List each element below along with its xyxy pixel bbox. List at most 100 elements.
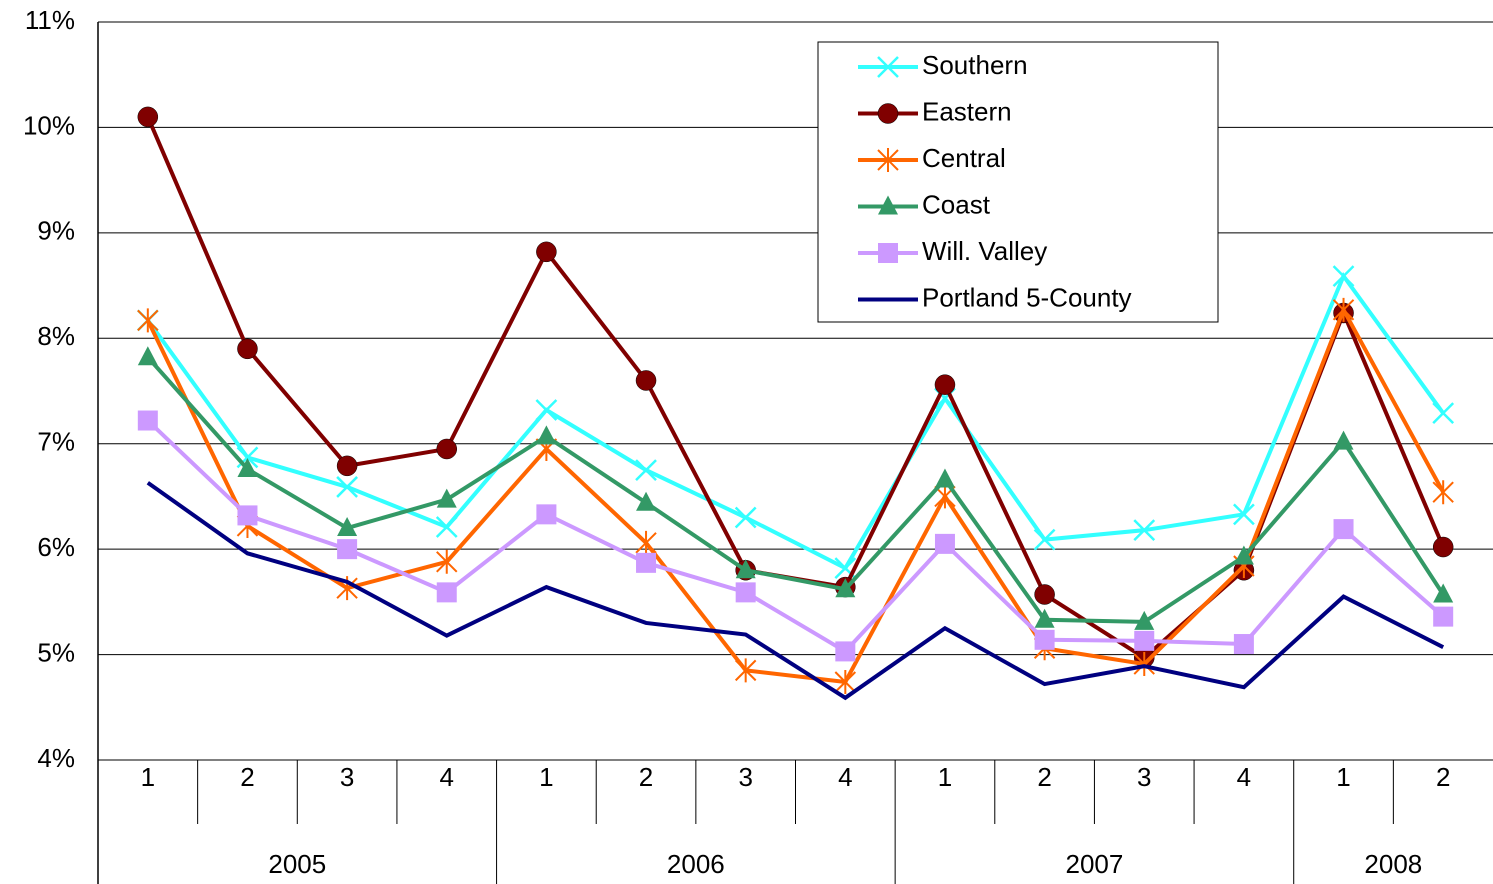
marker-square bbox=[1233, 634, 1254, 655]
marker bbox=[436, 488, 457, 508]
marker-triangle bbox=[436, 488, 457, 508]
marker-square bbox=[1433, 606, 1454, 627]
marker-triangle bbox=[536, 425, 557, 445]
series-line bbox=[146, 272, 1445, 571]
marker bbox=[1133, 652, 1155, 677]
marker bbox=[835, 641, 856, 662]
marker-asterisk bbox=[137, 308, 159, 333]
marker-asterisk bbox=[1133, 652, 1155, 677]
marker bbox=[535, 399, 558, 421]
marker bbox=[337, 539, 358, 560]
marker-square bbox=[878, 243, 898, 263]
marker-x bbox=[1432, 402, 1455, 425]
marker-triangle bbox=[137, 346, 158, 366]
marker bbox=[934, 374, 956, 395]
marker bbox=[734, 506, 757, 529]
marker-triangle bbox=[636, 491, 657, 511]
marker-x bbox=[1233, 503, 1255, 526]
marker bbox=[336, 455, 358, 477]
marker-circle bbox=[436, 438, 457, 460]
marker-x bbox=[435, 516, 458, 538]
x-tick-label: 1 bbox=[1336, 762, 1350, 792]
marker bbox=[1134, 610, 1155, 630]
marker-circle bbox=[137, 106, 159, 128]
marker bbox=[1432, 536, 1454, 558]
marker bbox=[835, 578, 856, 598]
marker-asterisk bbox=[877, 148, 899, 172]
y-tick-label: 9% bbox=[37, 216, 75, 246]
x-tick-label: 2 bbox=[1436, 762, 1450, 792]
marker bbox=[635, 459, 657, 481]
x-group-label: 2006 bbox=[667, 849, 725, 879]
marker-x bbox=[877, 56, 899, 78]
series-line bbox=[146, 305, 1445, 685]
marker bbox=[137, 308, 159, 333]
y-tick-label: 5% bbox=[37, 637, 75, 667]
marker bbox=[735, 559, 756, 579]
marker bbox=[1432, 402, 1455, 425]
x-tick-label: 2 bbox=[639, 762, 653, 792]
legend-label: Central bbox=[922, 143, 1006, 173]
marker bbox=[877, 56, 899, 78]
marker-circle bbox=[237, 338, 258, 360]
marker-square bbox=[137, 410, 158, 431]
legend-label: Eastern bbox=[922, 96, 1012, 126]
marker bbox=[635, 370, 657, 391]
x-group-label: 2008 bbox=[1364, 849, 1422, 879]
marker bbox=[1034, 608, 1055, 628]
marker bbox=[1134, 630, 1155, 651]
marker-square bbox=[636, 552, 657, 573]
marker-square bbox=[835, 641, 856, 662]
marker bbox=[436, 549, 458, 574]
marker bbox=[878, 195, 898, 215]
marker-circle bbox=[635, 370, 657, 391]
marker bbox=[934, 468, 955, 488]
marker-x bbox=[1033, 528, 1056, 551]
marker-x bbox=[734, 506, 757, 529]
marker-square bbox=[1333, 519, 1354, 540]
marker bbox=[1332, 297, 1355, 322]
marker-square bbox=[536, 504, 557, 525]
marker bbox=[536, 504, 557, 525]
series-line bbox=[146, 355, 1445, 624]
marker bbox=[1433, 606, 1454, 627]
y-tick-label: 4% bbox=[37, 743, 75, 773]
x-tick-label: 3 bbox=[738, 762, 752, 792]
marker-square bbox=[1134, 630, 1155, 651]
marker bbox=[1233, 503, 1255, 526]
series-line bbox=[146, 481, 1445, 701]
marker-square bbox=[237, 505, 258, 526]
x-group-label: 2007 bbox=[1066, 849, 1124, 879]
marker bbox=[1332, 265, 1355, 287]
marker-triangle bbox=[1333, 430, 1354, 450]
marker-circle bbox=[1432, 536, 1454, 558]
marker-square bbox=[337, 539, 358, 560]
marker-circle bbox=[877, 103, 899, 124]
marker bbox=[237, 338, 258, 360]
x-tick-label: 3 bbox=[1137, 762, 1151, 792]
marker bbox=[735, 582, 756, 603]
marker bbox=[877, 103, 899, 124]
marker bbox=[636, 491, 657, 511]
marker-x bbox=[635, 459, 657, 481]
marker-x bbox=[336, 476, 358, 498]
marker bbox=[1033, 528, 1056, 551]
marker-triangle bbox=[835, 578, 856, 598]
marker bbox=[337, 517, 358, 537]
marker bbox=[734, 658, 757, 683]
marker-triangle bbox=[1433, 583, 1454, 603]
marker-triangle bbox=[1134, 610, 1155, 630]
marker-triangle bbox=[237, 458, 258, 478]
marker-triangle bbox=[934, 468, 955, 488]
x-tick-label: 1 bbox=[938, 762, 952, 792]
marker bbox=[1233, 545, 1254, 565]
marker-x bbox=[1332, 265, 1355, 287]
y-tick-label: 10% bbox=[23, 110, 75, 140]
y-tick-label: 11% bbox=[25, 5, 75, 35]
marker bbox=[137, 346, 158, 366]
marker bbox=[636, 552, 657, 573]
marker-asterisk bbox=[1332, 297, 1355, 322]
x-group-label: 2005 bbox=[268, 849, 326, 879]
marker-x bbox=[535, 399, 558, 421]
